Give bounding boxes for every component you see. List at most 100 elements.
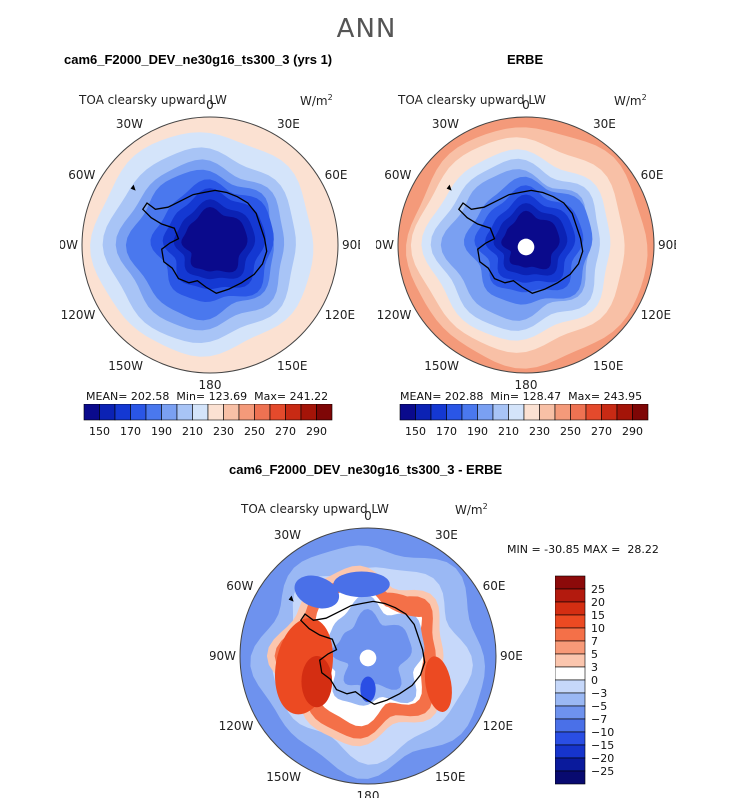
lon-label-90e: 90E xyxy=(658,238,676,252)
diff-colorbar-swatch-5 xyxy=(555,640,586,655)
island xyxy=(130,184,136,191)
diff-colorbar-tick-14: −25 xyxy=(591,765,614,778)
diff-colorbar-tick-0: 25 xyxy=(591,583,605,596)
panel-1-variable: TOA clearsky upward LW xyxy=(79,93,227,107)
colorbar-swatch-8 xyxy=(207,404,224,421)
anomaly-patch-4 xyxy=(294,575,340,609)
diff-colorbar-swatch-2 xyxy=(555,601,586,616)
colorbar-tick-290: 290 xyxy=(622,425,643,438)
colorbar-swatch-13 xyxy=(601,404,618,421)
colorbar-swatch-10 xyxy=(554,404,571,421)
lon-label-150e: 150E xyxy=(277,359,308,373)
diff-colorbar-tick-13: −20 xyxy=(591,752,614,765)
colorbar-tick-190: 190 xyxy=(151,425,172,438)
lon-label-120e: 120E xyxy=(641,308,672,322)
colorbar-swatch-5 xyxy=(477,404,494,421)
diff-colorbar-swatch-7 xyxy=(555,666,586,681)
colorbar-swatch-3 xyxy=(130,404,147,421)
polar-field xyxy=(240,528,496,784)
lon-label-180: 180 xyxy=(515,378,538,390)
panel-2-stats: MEAN= 202.88 Min= 128.47 Max= 243.95 xyxy=(400,390,642,403)
anomaly-patch-5 xyxy=(360,676,376,703)
diff-colorbar-swatch-3 xyxy=(555,614,586,629)
lon-label-30e: 30E xyxy=(277,117,300,131)
colorbar-swatch-2 xyxy=(114,404,131,421)
colorbar-tick-210: 210 xyxy=(498,425,519,438)
diff-colorbar-swatch-10 xyxy=(555,705,586,720)
lon-label-150w: 150W xyxy=(108,359,143,373)
lon-label-120e: 120E xyxy=(325,308,356,322)
colorbar-swatch-6 xyxy=(176,404,193,421)
colorbar-swatch-15 xyxy=(632,404,649,421)
lon-label-60e: 60E xyxy=(483,579,506,593)
colorbar-swatch-4 xyxy=(461,404,478,421)
panel-3-map: 0 30E 60E 90E 120E 150E 180 150W 120W 90W 60W 30W xyxy=(210,510,523,798)
lon-label-60w: 60W xyxy=(226,579,253,593)
colorbar-swatch-12 xyxy=(269,404,286,421)
lon-label-60e: 60E xyxy=(641,168,664,182)
lon-label-150e: 150E xyxy=(593,359,624,373)
coastline xyxy=(141,189,268,295)
colorbar-swatch-10 xyxy=(238,404,255,421)
colorbar-tick-150: 150 xyxy=(89,425,110,438)
colorbar-tick-290: 290 xyxy=(306,425,327,438)
polar-field xyxy=(398,117,654,373)
lon-label-120w: 120W xyxy=(219,719,254,733)
colorbar-swatch-12 xyxy=(585,404,602,421)
lon-label-0: 0 xyxy=(206,100,214,112)
colorbar-swatch-13 xyxy=(285,404,302,421)
colorbar-swatch-1 xyxy=(99,404,116,421)
panel-2-max: Max= 243.95 xyxy=(568,390,643,403)
lon-label-120w: 120W xyxy=(377,308,412,322)
map-boundary xyxy=(397,116,655,374)
polar-field xyxy=(82,117,338,373)
anomaly-patch-1 xyxy=(301,656,333,708)
lon-label-60e: 60E xyxy=(325,168,348,182)
lon-label-90w: 90W xyxy=(60,238,78,252)
panel-2-variable: TOA clearsky upward LW xyxy=(398,93,546,107)
panel-1-stats: MEAN= 202.58 Min= 123.69 Max= 241.22 xyxy=(86,390,328,403)
panel-3-minmax: MIN = -30.85 MAX = 28.22 xyxy=(507,543,659,556)
diff-colorbar-tick-8: −3 xyxy=(591,687,607,700)
lon-label-0: 0 xyxy=(522,100,530,112)
colorbar-swatch-11 xyxy=(570,404,587,421)
diff-colorbar-tick-12: −15 xyxy=(591,739,614,752)
pole-hole xyxy=(517,238,535,256)
colorbar-swatch-4 xyxy=(145,404,162,421)
colorbar-tick-190: 190 xyxy=(467,425,488,438)
colorbar-tick-230: 230 xyxy=(529,425,550,438)
colorbar-swatch-14 xyxy=(616,404,633,421)
panel-1-title: cam6_F2000_DEV_ne30g16_ts300_3 (yrs 1) xyxy=(64,52,333,67)
lon-label-150e: 150E xyxy=(435,770,466,784)
colorbar-swatch-3 xyxy=(446,404,463,421)
diff-colorbar-tick-9: −5 xyxy=(591,700,607,713)
colorbar-tick-230: 230 xyxy=(213,425,234,438)
colorbar-swatch-14 xyxy=(300,404,317,421)
anomaly-patch-6 xyxy=(379,592,429,617)
colorbar-tick-250: 250 xyxy=(560,425,581,438)
lon-label-30w: 30W xyxy=(116,117,143,131)
panel-2-colorbar: 150 170 190 210 230 250 270 290 xyxy=(399,404,649,438)
colorbar-swatch-2 xyxy=(430,404,447,421)
colorbar-swatch-6 xyxy=(492,404,509,421)
lon-label-30w: 30W xyxy=(274,528,301,542)
colorbar-swatch-7 xyxy=(192,404,209,421)
diff-colorbar-tick-7: 0 xyxy=(591,674,598,687)
colorbar-swatch-0 xyxy=(399,404,416,421)
lon-label-60w: 60W xyxy=(384,168,411,182)
diff-colorbar-swatch-1 xyxy=(555,588,586,603)
diff-colorbar-swatch-0 xyxy=(555,575,586,590)
colorbar-swatch-9 xyxy=(539,404,556,421)
lon-label-30w: 30W xyxy=(432,117,459,131)
coastline xyxy=(299,600,426,706)
diff-colorbar-swatch-15 xyxy=(555,770,586,785)
lon-label-30e: 30E xyxy=(435,528,458,542)
diff-colorbar-tick-3: 10 xyxy=(591,622,605,635)
colorbar-tick-210: 210 xyxy=(182,425,203,438)
coastline xyxy=(457,189,584,295)
panel-2-mean: MEAN= 202.88 xyxy=(400,390,484,403)
diff-colorbar-swatch-4 xyxy=(555,627,586,642)
lon-label-90w: 90W xyxy=(210,649,236,663)
diff-colorbar-swatch-12 xyxy=(555,731,586,746)
